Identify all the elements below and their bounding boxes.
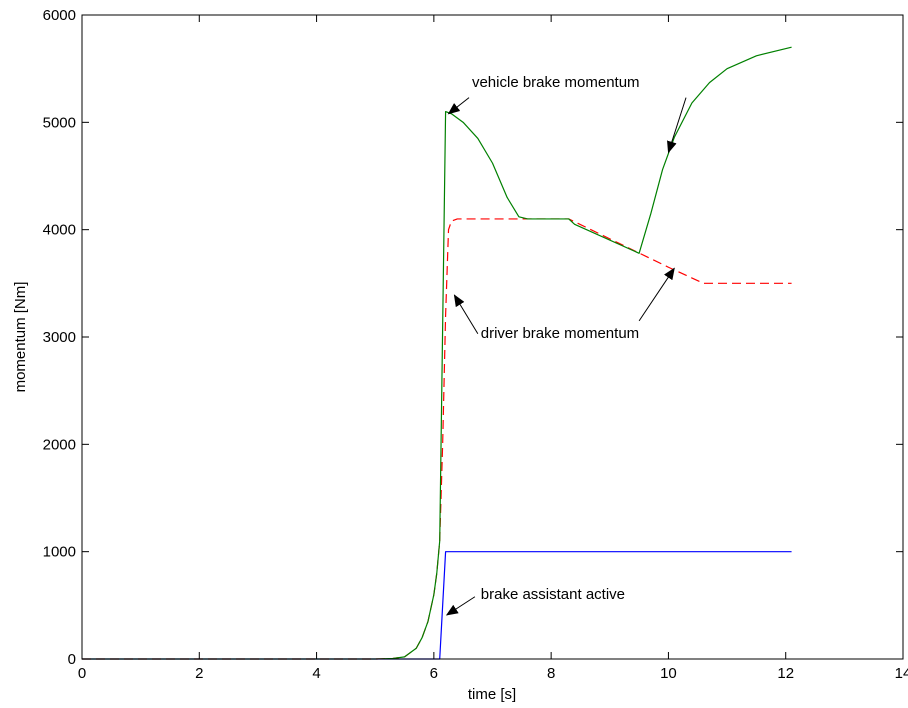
x-tick-label: 12 bbox=[777, 665, 794, 682]
annotation-arrow-driver-brake bbox=[638, 267, 675, 322]
x-tick-label: 2 bbox=[195, 665, 203, 682]
annotation-layer: vehicle brake momentum driver brake momen… bbox=[445, 74, 687, 616]
y-tick-label: 2000 bbox=[43, 436, 76, 453]
annotation-arrow-vehicle-brake bbox=[447, 97, 470, 115]
annotation-label-brake-assistant: brake assistant active bbox=[481, 586, 625, 603]
y-tick-label: 4000 bbox=[43, 222, 76, 239]
y-tick-label: 3000 bbox=[43, 329, 76, 346]
annotation-arrow-vehicle-brake bbox=[667, 97, 687, 154]
y-tick-label: 6000 bbox=[43, 7, 76, 24]
x-tick-label: 0 bbox=[78, 665, 86, 682]
annotation-label-vehicle-brake: vehicle brake momentum bbox=[472, 74, 640, 91]
x-tick-label: 8 bbox=[547, 665, 555, 682]
y-axis-label: momentum [Nm] bbox=[12, 282, 29, 393]
x-tick-label: 6 bbox=[430, 665, 438, 682]
annotation-arrow-brake-assistant bbox=[445, 596, 476, 616]
y-tick-label: 5000 bbox=[43, 114, 76, 131]
annotation-arrow-driver-brake bbox=[453, 294, 479, 335]
tick-layer: 0 2 4 6 8 10 12 14 0 1000 2000 3000 4000 5000 6000 bbox=[43, 7, 908, 682]
annotation-label-driver-brake: driver brake momentum bbox=[481, 325, 639, 342]
y-tick-label: 0 bbox=[68, 651, 76, 668]
x-axis-label: time [s] bbox=[468, 686, 516, 703]
series-line-vehicle-brake bbox=[82, 46, 792, 660]
x-tick-label: 10 bbox=[660, 665, 677, 682]
x-tick-label: 14 bbox=[895, 665, 908, 682]
x-tick-label: 4 bbox=[312, 665, 320, 682]
y-tick-label: 1000 bbox=[43, 544, 76, 561]
